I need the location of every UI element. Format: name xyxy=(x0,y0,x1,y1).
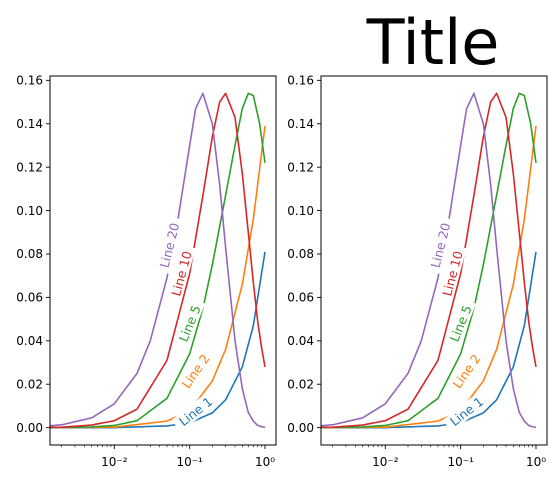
inline-label-text: Line 2 xyxy=(450,351,484,391)
series-line-1-line xyxy=(50,251,266,429)
inline-label-line-5: Line 5 xyxy=(444,297,477,349)
y-tick-label: 0.00 xyxy=(16,421,43,435)
inline-label-bg xyxy=(175,346,216,396)
series-line-20-line xyxy=(321,92,537,429)
x-tick-label: 10⁻² xyxy=(372,455,399,469)
y-tick-label: 0.10 xyxy=(287,204,314,218)
inline-label-bg xyxy=(444,297,477,349)
inline-label-bg xyxy=(425,216,455,275)
series-line-5-line xyxy=(50,92,266,429)
inline-label-bg xyxy=(446,346,487,396)
y-tick-label: 0.04 xyxy=(16,334,43,348)
y-tick-label: 0.10 xyxy=(16,204,43,218)
inline-label-line-5: Line 5 xyxy=(173,297,206,349)
inline-label-bg xyxy=(171,390,219,432)
inline-label-line-1: Line 1 xyxy=(442,390,490,432)
x-tick-label: 10⁰ xyxy=(255,455,275,469)
series-line-1-line xyxy=(321,251,537,429)
figure-title: Title xyxy=(366,6,500,79)
inline-label-line-1: Line 1 xyxy=(171,390,219,432)
inline-label-bg xyxy=(437,244,467,303)
inline-label-text: Line 1 xyxy=(447,394,486,429)
inline-label-text: Line 2 xyxy=(179,351,213,391)
x-tick-label: 10⁻² xyxy=(101,455,128,469)
y-tick-label: 0.14 xyxy=(287,117,314,131)
series-line-2-line xyxy=(321,125,537,429)
y-tick-label: 0.14 xyxy=(16,117,43,131)
y-tick-label: 0.16 xyxy=(287,74,314,88)
inline-label-bg xyxy=(166,244,196,303)
x-tick-label: 10⁻¹ xyxy=(447,455,474,469)
y-tick-label: 0.04 xyxy=(287,334,314,348)
axes-frame xyxy=(49,75,277,446)
series-line-10-line xyxy=(50,92,266,429)
y-tick-label: 0.08 xyxy=(16,247,43,261)
series-line-20-line xyxy=(50,92,266,429)
plot-area xyxy=(50,92,266,429)
x-tick-label: 10⁰ xyxy=(526,455,546,469)
y-tick-label: 0.02 xyxy=(287,377,314,391)
y-tick-label: 0.06 xyxy=(287,291,314,305)
inline-label-bg xyxy=(173,297,206,349)
y-tick-label: 0.00 xyxy=(287,421,314,435)
series-line-2-line xyxy=(50,125,266,429)
y-tick-label: 0.02 xyxy=(16,377,43,391)
y-tick-label: 0.06 xyxy=(16,291,43,305)
y-tick-label: 0.16 xyxy=(16,74,43,88)
plot-area xyxy=(321,92,537,429)
y-tick-label: 0.12 xyxy=(16,160,43,174)
inline-label-text: Line 1 xyxy=(176,394,215,429)
inline-label-bg xyxy=(442,390,490,432)
y-tick-label: 0.08 xyxy=(287,247,314,261)
series-line-5-line xyxy=(321,92,537,429)
y-tick-label: 0.12 xyxy=(287,160,314,174)
series-line-10-line xyxy=(321,92,537,429)
axes-frame xyxy=(320,75,548,446)
x-tick-label: 10⁻¹ xyxy=(176,455,203,469)
inline-label-bg xyxy=(154,216,184,275)
